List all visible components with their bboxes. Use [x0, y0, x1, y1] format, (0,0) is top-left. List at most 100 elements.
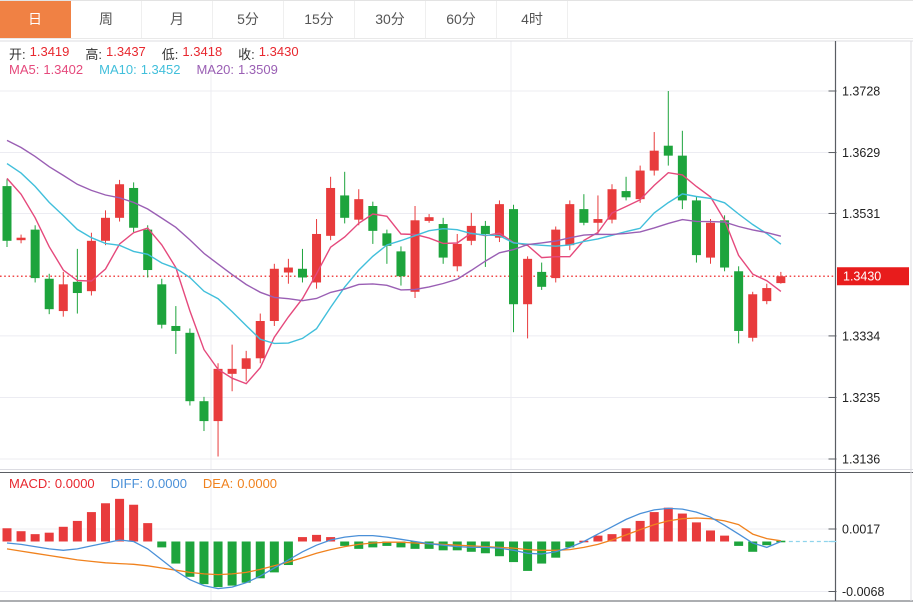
macd-bar — [762, 541, 772, 546]
tab-4hour[interactable]: 4时 — [497, 1, 568, 38]
candle-body — [157, 284, 167, 325]
candle-body — [621, 191, 631, 198]
candle-body — [143, 229, 153, 271]
candle-body — [72, 281, 82, 294]
macd-bar — [143, 523, 153, 542]
candle-body — [241, 358, 251, 369]
macd-bar — [283, 541, 293, 566]
macd-bar — [115, 498, 125, 542]
macd-tick-label: -0.0068 — [842, 585, 884, 599]
candle-body — [396, 251, 406, 277]
candle-body — [720, 220, 730, 268]
candle-body — [185, 332, 195, 402]
candle-body — [494, 204, 504, 238]
tab-week[interactable]: 周 — [71, 1, 142, 38]
macd-bar — [509, 541, 519, 563]
candle-body — [579, 209, 589, 223]
candle-body — [734, 271, 744, 331]
candle-body — [269, 268, 279, 321]
ma10-line — [6, 163, 782, 345]
tab-day[interactable]: 日 — [0, 1, 71, 38]
candle-body — [635, 170, 645, 200]
macd-bar — [255, 541, 265, 579]
candle-body — [16, 237, 26, 241]
macd-bar — [44, 532, 54, 542]
macd-bar — [382, 541, 392, 546]
candle-body — [213, 368, 223, 422]
tab-15min[interactable]: 15分 — [284, 1, 355, 38]
macd-bar — [452, 541, 462, 551]
candle-body — [199, 401, 209, 422]
macd-bar — [58, 526, 68, 542]
candle-body — [30, 229, 40, 279]
macd-tick-label: 0.0017 — [842, 522, 880, 536]
candle-body — [748, 294, 758, 338]
macd-bar — [312, 534, 322, 542]
macd-bar — [523, 541, 533, 571]
candle-body — [368, 206, 378, 231]
macd-bar — [691, 522, 701, 542]
macd-bar — [86, 512, 96, 542]
candle-body — [480, 225, 490, 234]
candle-body — [129, 187, 139, 228]
tab-month[interactable]: 月 — [142, 1, 213, 38]
candle-body — [593, 219, 603, 223]
dea-line — [6, 517, 782, 576]
candle-body — [551, 229, 561, 279]
macd-bar — [30, 534, 40, 542]
candle-body — [283, 267, 293, 273]
macd-bar — [410, 541, 420, 549]
macd-bar — [466, 541, 476, 552]
macd-bar — [720, 535, 730, 542]
candle-body — [537, 271, 547, 287]
macd-bar — [537, 541, 547, 564]
macd-bar — [185, 541, 195, 577]
current-price-label: 1.3430 — [843, 270, 881, 284]
candle-body — [607, 189, 617, 220]
macd-bar — [677, 513, 687, 542]
price-tick-label: 1.3334 — [842, 329, 880, 343]
macd-bar — [340, 541, 350, 546]
macd-bar — [748, 541, 758, 552]
candle-body — [410, 220, 420, 292]
candle-body — [326, 187, 336, 236]
candle-body — [340, 195, 350, 218]
candlestick-chart-canvas[interactable]: 1.3728 1.3629 1.3531 1.3334 1.3235 1.3136 0.00… — [0, 39, 913, 604]
ma5-line — [6, 171, 782, 385]
candle-body — [706, 222, 715, 258]
diff-line — [6, 507, 782, 590]
candle-body — [115, 184, 125, 218]
candle-body — [354, 199, 364, 220]
tab-5min[interactable]: 5分 — [213, 1, 284, 38]
macd-bar — [213, 541, 223, 588]
macd-bar — [593, 535, 603, 542]
macd-bar — [635, 520, 645, 542]
candle-body — [227, 368, 237, 374]
ma20-line — [6, 139, 782, 302]
macd-bar — [663, 507, 673, 542]
macd-bar — [2, 528, 12, 542]
macd-bar — [607, 534, 617, 542]
candle-body — [171, 325, 181, 331]
candle-body — [312, 233, 322, 283]
tab-30min[interactable]: 30分 — [355, 1, 426, 38]
macd-bar — [354, 541, 364, 549]
macd-bar — [565, 541, 575, 548]
price-tick-label: 1.3136 — [842, 453, 880, 467]
candle-body — [649, 150, 659, 171]
candle-body — [424, 217, 434, 221]
macd-bar — [424, 541, 434, 549]
macd-bar — [649, 512, 659, 542]
interval-tabbar: 日周月 5分 15分 30分 60分 4时 — [0, 1, 913, 39]
tab-60min[interactable]: 60分 — [426, 1, 497, 38]
macd-bar — [171, 541, 181, 564]
macd-bar — [227, 541, 237, 586]
candle-body — [523, 258, 533, 305]
current-price-label-box — [837, 267, 909, 286]
candle-body — [565, 204, 575, 246]
macd-bar — [551, 541, 561, 558]
chart-area: 开: 1.3419 高: 1.3437 低: 1.3418 收: 1.3430 MA5:… — [0, 39, 913, 604]
macd-bar — [72, 520, 82, 542]
candle-body — [776, 276, 786, 284]
